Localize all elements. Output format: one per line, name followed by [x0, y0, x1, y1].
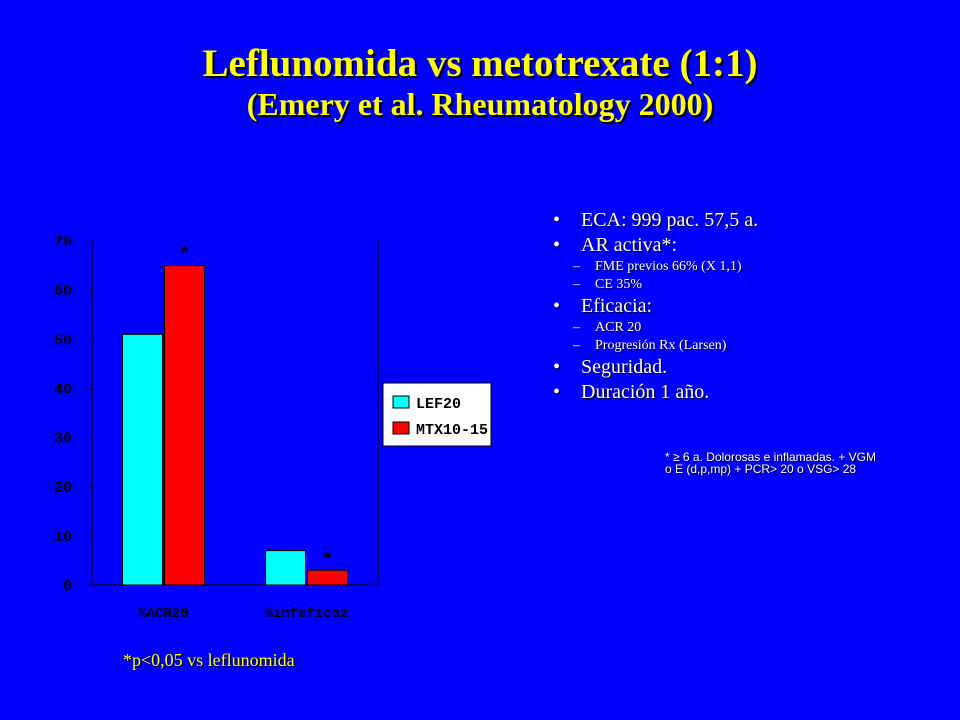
slide-subtitle: (Emery et al. Rheumatology 2000)	[246, 86, 714, 122]
y-tick-label: 70	[54, 234, 72, 251]
legend-label: MTX10-15	[416, 422, 488, 439]
sub-bullet-item: – ACR 20	[553, 319, 953, 337]
significance-marker: *	[322, 550, 333, 570]
sub-bullet-text: Progresión Rx (Larsen)	[595, 338, 727, 353]
slide-title-block: Leflunomida vs metotrexate (1:1) (Emery …	[0, 42, 960, 122]
dash-icon: –	[573, 259, 580, 274]
sub-bullet-text: ACR 20	[595, 320, 642, 335]
dash-icon: –	[573, 277, 580, 292]
chart-footnote: *p<0,05 vs leflunomida	[123, 650, 295, 670]
bar-lef20	[122, 333, 163, 586]
x-tick-label: %infeficaz	[264, 606, 348, 622]
sub-bullet-text: CE 35%	[595, 277, 643, 292]
slide-title: Leflunomida vs metotrexate (1:1)	[202, 42, 758, 85]
bullet-item: • ECA: 999 pac. 57,5 a.	[553, 208, 953, 233]
bullet-item: • AR activa*:	[553, 233, 953, 258]
y-tick-label: 40	[54, 381, 72, 398]
bullet-dot-icon: •	[553, 381, 561, 403]
y-tick-label: 60	[54, 283, 72, 300]
bullet-item: • Eficacia:	[553, 294, 953, 319]
y-tick-label: 30	[54, 431, 72, 448]
bar-mtx10-15	[164, 265, 205, 586]
legend-swatch-mtx10-15	[392, 421, 410, 435]
y-tick-label: 10	[54, 529, 72, 546]
y-tick-label: 0	[63, 578, 72, 595]
bullet-item: • Duración 1 año.	[553, 380, 953, 405]
sub-bullet-text: FME previos 66% (X 1,1)	[595, 259, 742, 274]
legend-swatch-lef20	[392, 395, 410, 409]
sub-bullet-item: – Progresión Rx (Larsen)	[553, 337, 953, 355]
y-tick-label: 50	[54, 332, 72, 349]
sub-bullet-item: – CE 35%	[553, 276, 953, 294]
bullet-item: • Seguridad.	[553, 355, 953, 380]
bullet-dot-icon: •	[553, 356, 561, 378]
bullet-text: Eficacia:	[581, 295, 653, 317]
legend-label: LEF20	[416, 396, 461, 413]
bullet-dot-icon: •	[553, 234, 561, 256]
bullet-dot-icon: •	[553, 209, 561, 231]
dash-icon: –	[573, 320, 580, 335]
significance-marker: *	[179, 246, 190, 266]
note-line: o E (d,p,mp) + PCR> 20 o VSG> 28	[665, 462, 857, 476]
bullet-list: • ECA: 999 pac. 57,5 a. • AR activa*: – FME…	[553, 208, 953, 405]
criteria-note: * ≥ 6 a. Dolorosas e inflamadas. + VGM o…	[665, 451, 945, 475]
note-line: * ≥ 6 a. Dolorosas e inflamadas. + VGM	[665, 450, 877, 464]
bullet-text: ECA: 999 pac. 57,5 a.	[581, 209, 759, 231]
bullet-text: AR activa*:	[581, 234, 678, 256]
bar-lef20	[265, 550, 306, 586]
bullet-text: Duración 1 año.	[581, 381, 710, 403]
dash-icon: –	[573, 338, 580, 353]
bullet-text: Seguridad.	[581, 356, 668, 378]
legend-box	[382, 382, 492, 447]
bar-mtx10-15	[307, 569, 348, 586]
bullet-dot-icon: •	[553, 295, 561, 317]
y-tick-label: 20	[54, 480, 72, 497]
sub-bullet-item: – FME previos 66% (X 1,1)	[553, 258, 953, 276]
x-tick-label: %ACR20	[138, 606, 188, 622]
